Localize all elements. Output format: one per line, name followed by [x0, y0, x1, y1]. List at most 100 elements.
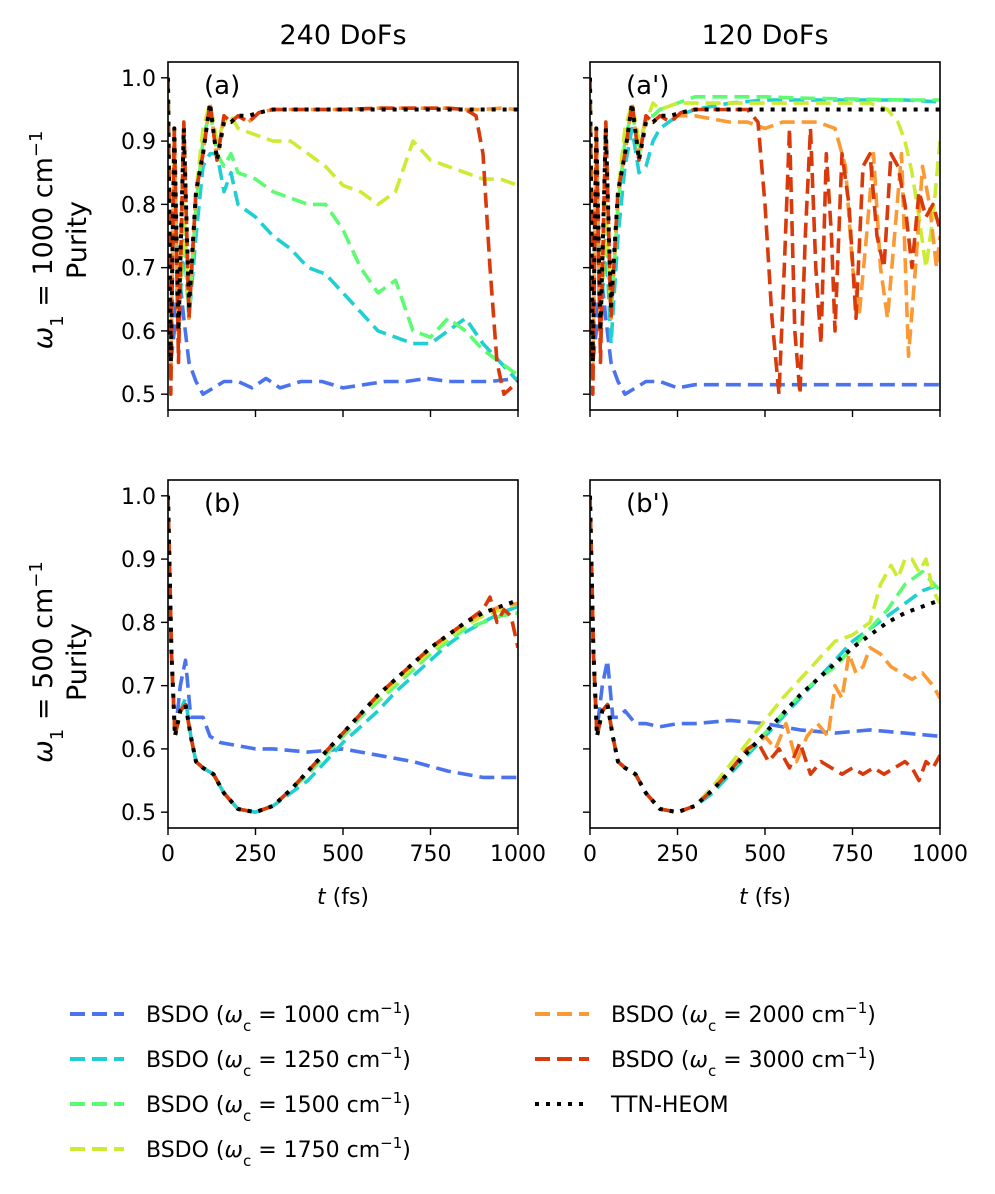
legend-item: BSDO (ωc = 2000 cm−1): [535, 999, 876, 1035]
column-title-120-dofs: 120 DoFs: [701, 20, 828, 51]
legend-label: BSDO (ωc = 1250 cm−1): [146, 1044, 411, 1080]
legend-label-sup: −1: [845, 1044, 867, 1062]
legend-label-prefix: BSDO (: [146, 1048, 225, 1073]
series-line: [168, 495, 518, 815]
y-tick-label: 0.5: [121, 801, 156, 826]
x-axis-var: t: [317, 885, 327, 910]
legend-label: BSDO (ωc = 1000 cm−1): [146, 999, 411, 1035]
x-tick-label: 0: [161, 842, 175, 867]
x-axis-unit: (fs): [748, 885, 791, 910]
row-label-top-value: = 1000 cm: [28, 157, 59, 315]
legend-label-suffix: ): [402, 1003, 411, 1028]
legend-label-omega: ω: [225, 1003, 243, 1028]
legend-label-value: = 1250 cm: [251, 1048, 380, 1073]
legend-label-prefix: BSDO (: [146, 1093, 225, 1118]
series-line: [168, 495, 518, 815]
series-line: [168, 495, 518, 780]
legend-label-sub: c: [708, 1017, 716, 1035]
legend-label-prefix: BSDO (: [146, 1138, 225, 1163]
legend-label-prefix: TTN-HEOM: [610, 1093, 729, 1118]
series-line: [168, 77, 518, 365]
legend-label-value: = 2000 cm: [716, 1003, 845, 1028]
y-tick-label: 0.9: [121, 548, 156, 573]
y-tick-label: 0.7: [121, 257, 156, 282]
legend-label-suffix: ): [402, 1048, 411, 1073]
legend-label-suffix: ): [402, 1093, 411, 1118]
panel-b-prime: 0 250 500 750 1000 (b') t (fs): [583, 479, 968, 910]
panel-tag: (a'): [626, 71, 669, 101]
legend-item: TTN-HEOM: [535, 1093, 729, 1118]
y-tick-label: 0.6: [121, 320, 156, 345]
row-label-bottom-purity: Purity: [62, 623, 93, 701]
legend-label-sup: −1: [380, 1089, 402, 1107]
x-tick-label: 750: [410, 842, 452, 867]
legend-item: BSDO (ωc = 1250 cm−1): [70, 1044, 411, 1080]
legend-label-sub: c: [243, 1152, 251, 1170]
y-tick-label: 0.5: [121, 383, 156, 408]
series-line: [168, 77, 518, 397]
legend-label-omega: ω: [225, 1093, 243, 1118]
series-line: [590, 495, 940, 815]
series-line: [590, 77, 940, 384]
row-label-bottom-value: = 500 cm: [28, 588, 59, 729]
y-tick-label: 0.8: [121, 193, 156, 218]
panel-a-prime: (a'): [583, 61, 941, 417]
series-line: [168, 495, 518, 815]
legend-label: BSDO (ωc = 1500 cm−1): [146, 1089, 411, 1125]
legend-label-prefix: BSDO (: [146, 1003, 225, 1028]
series-line: [168, 77, 518, 383]
legend-item: BSDO (ωc = 1500 cm−1): [70, 1089, 411, 1125]
row-label-bottom: ω1 = 500 cm−1 Purity: [26, 561, 94, 763]
panel-a: 0.5 0.6 0.7 0.8 0.9 1.0 (a): [121, 61, 519, 417]
x-tick-label: 1000: [490, 842, 546, 867]
legend-label-sub: c: [243, 1062, 251, 1080]
legend-label-value: = 1000 cm: [251, 1003, 380, 1028]
x-tick-label: 1000: [912, 842, 968, 867]
row-label-top-purity: Purity: [62, 201, 93, 279]
series-line: [590, 77, 940, 365]
series-line: [168, 495, 518, 815]
x-tick-label: 500: [322, 842, 364, 867]
series-line: [590, 77, 940, 365]
series-line: [590, 495, 940, 815]
series-group: [168, 495, 518, 815]
legend-label: BSDO (ωc = 3000 cm−1): [611, 1044, 876, 1080]
series-line: [168, 77, 518, 365]
y-tick-label: 0.6: [121, 738, 156, 763]
y-tick-label: 0.9: [121, 130, 156, 155]
axes-frame: [589, 479, 941, 829]
series-line: [590, 495, 940, 815]
panel-b: 0 250 500 750 1000 0.5 0.6 0.7 0.8 0.9 1.0 (b) t (fs…: [121, 479, 546, 910]
legend-label-suffix: ): [867, 1048, 876, 1073]
legend-label: BSDO (ωc = 2000 cm−1): [611, 999, 876, 1035]
x-tick-label: 0: [583, 842, 597, 867]
series-line: [590, 495, 940, 815]
legend-label-omega: ω: [225, 1138, 243, 1163]
series-line: [168, 77, 518, 397]
y-tick-label: 0.8: [121, 611, 156, 636]
column-title-240-dofs: 240 DoFs: [279, 20, 406, 51]
row-label-top-sup: −1: [26, 131, 47, 158]
legend-label-sup: −1: [845, 999, 867, 1017]
legend-label-prefix: BSDO (: [611, 1003, 690, 1028]
legend-label-omega: ω: [225, 1048, 243, 1073]
series-line: [168, 77, 518, 377]
series-line: [168, 495, 518, 815]
row-label-top-omega: ω: [28, 327, 59, 350]
legend-item: BSDO (ωc = 3000 cm−1): [535, 1044, 876, 1080]
legend-label: BSDO (ωc = 1750 cm−1): [146, 1134, 411, 1170]
series-line: [168, 495, 518, 815]
legend-label-prefix: BSDO (: [611, 1048, 690, 1073]
x-axis-label: t (fs): [317, 885, 369, 910]
legend-label: TTN-HEOM: [610, 1093, 729, 1118]
x-axis-unit: (fs): [326, 885, 369, 910]
series-line: [590, 495, 940, 739]
y-tick-label: 1.0: [121, 485, 156, 510]
series-line: [590, 495, 940, 815]
legend-label-suffix: ): [867, 1003, 876, 1028]
panels: 0.50.60.70.80.91.0 (a) (a')0 250 500 750 10000…: [121, 61, 968, 910]
legend-label-sub: c: [708, 1062, 716, 1080]
row-label-top-sub: 1: [47, 315, 68, 326]
row-label-bottom-omega: ω: [28, 740, 59, 763]
